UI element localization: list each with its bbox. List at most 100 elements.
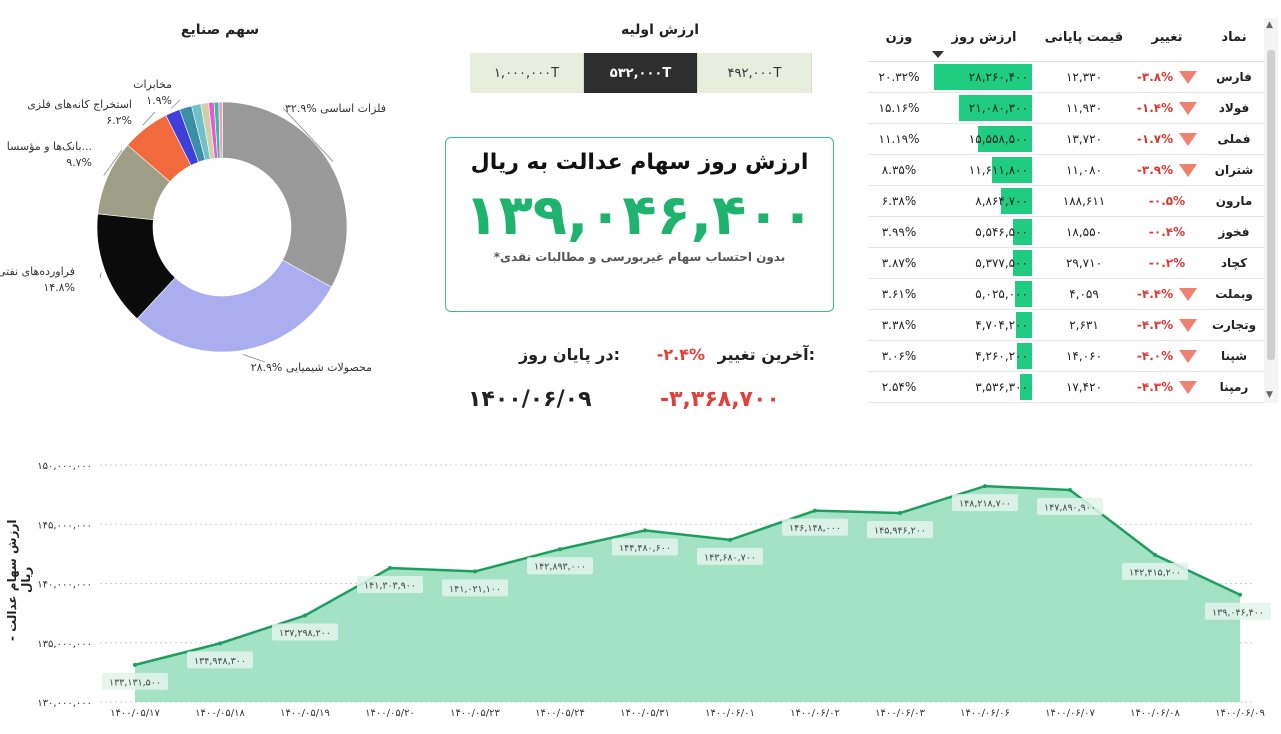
cell-weight: ۲.۵۴% [881,380,917,394]
value-text: ۲۸,۲۶۰,۴۰۰ [968,70,1028,84]
scroll-up-icon[interactable]: ▲ [1266,20,1273,30]
header-symbol[interactable]: نماد [1221,30,1247,45]
data-point[interactable] [643,528,647,533]
data-point[interactable] [983,484,987,489]
data-label: ۱۴۱,۰۲۱,۱۰۰ [449,584,501,595]
header-value[interactable]: ارزش روز [951,30,1017,45]
data-label: ۱۳۴,۹۴۸,۳۰۰ [194,656,246,667]
cell-weight: ۳.۸۷% [881,256,917,270]
initial-value-option-1000000[interactable]: ۱,۰۰۰,۰۰۰T [470,53,584,93]
donut-slice-label: بانک‌ها و مؤسسا... [7,140,92,153]
x-tick-label: ۱۴۰۰/۰۵/۱۸ [195,708,245,719]
value-text: ۵,۵۴۶,۵۰۰ [975,225,1028,239]
scroll-thumb[interactable] [1267,50,1275,360]
cell-value: ۵,۳۷۷,۵۰۰ [932,248,1036,279]
data-label: ۱۴۵,۹۴۶,۲۰۰ [874,526,926,537]
table-row[interactable]: رمپنا -۴.۳% ۱۷,۴۲۰ ۳,۵۳۶,۳۰۰ ۲.۵۴% [868,372,1264,403]
data-point[interactable] [1153,552,1157,557]
sector-share-panel: سهم صنایع ۳۲.۹% فلزات اساسی ۲۸.۹% محصولات… [0,0,440,400]
cell-change: -۴.۰% [1130,349,1204,363]
down-arrow-icon [1179,133,1198,146]
table-row[interactable]: فارس -۳.۸% ۱۲,۳۳۰ ۲۸,۲۶۰,۴۰۰ ۲۰.۳۲% [868,62,1264,93]
holdings-table: نماد تغییر قیمت پایانی ارزش روز وزن فارس… [868,18,1278,403]
data-label-box [952,494,1018,512]
cell-value: ۴,۲۶۰,۲۰۰ [932,341,1036,372]
table-row[interactable]: وتجارت -۴.۳% ۲,۶۳۱ ۴,۷۰۴,۲۰۰ ۳.۳۸% [868,310,1264,341]
table-row[interactable]: شتران -۳.۹% ۱۱,۰۸۰ ۱۱,۶۱۱,۸۰۰ ۸.۳۵% [868,155,1264,186]
cell-weight: ۳.۹۹% [881,225,917,239]
table-row[interactable]: فخوز -۰.۴% ۱۸,۵۵۰ ۵,۵۴۶,۵۰۰ ۳.۹۹% [868,217,1264,248]
data-point[interactable] [728,537,732,542]
table-body: فارس -۳.۸% ۱۲,۳۳۰ ۲۸,۲۶۰,۴۰۰ ۲۰.۳۲% فولاد -۱.۴… [868,62,1264,403]
data-point[interactable] [218,641,222,646]
initial-value-option-532000[interactable]: ۵۳۲,۰۰۰T [584,53,698,93]
header-change[interactable]: تغییر [1151,30,1183,45]
donut-slice[interactable] [218,101,223,159]
x-tick-label: ۱۴۰۰/۰۶/۰۲ [790,708,840,719]
cell-symbol: کچاد [1220,256,1248,270]
value-text: ۱۱,۶۱۱,۸۰۰ [968,163,1028,177]
data-point[interactable] [898,511,902,516]
last-change-row: آخرین تغییر: -۲.۴% در پایان روز: [470,345,815,375]
data-label: ۱۴۷,۸۹۰,۹۰۰ [1044,502,1096,513]
header-price[interactable]: قیمت پایانی [1044,30,1124,45]
table-row[interactable]: فملی -۱.۷% ۱۳,۷۲۰ ۱۵,۵۵۸,۵۰۰ ۱۱.۱۹% [868,124,1264,155]
data-label-box [357,576,423,594]
donut-slice-label: مخابرات [133,78,172,91]
data-point[interactable] [133,662,137,667]
donut-leader-line [103,149,123,176]
data-point[interactable] [388,566,392,571]
value-bar [1019,374,1032,400]
scroll-down-icon[interactable]: ▼ [1266,390,1273,400]
cell-weight: ۸.۳۵% [881,163,917,177]
donut-slice-label: استخراج کانه‌های فلزی [27,98,132,111]
donut-slice[interactable] [222,101,348,288]
cell-symbol: رمپنا [1219,380,1249,394]
value-bar [1001,188,1032,214]
data-point[interactable] [558,547,562,552]
cell-weight: ۲۰.۳۲% [878,70,920,84]
area-fill [135,486,1240,702]
table-scrollbar[interactable]: ▲ ▼ [1264,18,1278,403]
cell-value: ۸,۸۶۴,۷۰۰ [932,186,1036,217]
cell-price: ۱۸,۵۵۰ [1065,225,1103,239]
change-text: -۰.۲% [1148,256,1186,270]
table-row[interactable]: فولاد -۱.۴% ۱۱,۹۳۰ ۲۱,۰۸۰,۳۰۰ ۱۵.۱۶% [868,93,1264,124]
table-row[interactable]: کچاد -۰.۲% ۲۹,۷۱۰ ۵,۳۷۷,۵۰۰ ۳.۸۷% [868,248,1264,279]
donut-slice[interactable] [136,259,333,353]
series-line [134,484,1241,667]
down-arrow-icon [1179,164,1198,177]
cell-weight: ۱۱.۱۹% [878,132,920,146]
y-tick-label: ۱۵۰,۰۰۰,۰۰۰ [37,461,92,472]
value-text: ۳,۵۳۶,۳۰۰ [975,380,1028,394]
change-text: -۰.۵% [1148,194,1186,208]
table-row[interactable]: شپنا -۴.۰% ۱۴,۰۶۰ ۴,۲۶۰,۲۰۰ ۳.۰۶% [868,341,1264,372]
down-arrow-icon [1179,319,1198,332]
table-row[interactable]: مارون -۰.۵% ۱۸۸,۶۱۱ ۸,۸۶۴,۷۰۰ ۶.۳۸% [868,186,1264,217]
last-change-amount: -۳,۳۶۸,۷۰۰ [660,387,780,412]
initial-value-option-492000[interactable]: ۴۹۲,۰۰۰T [698,53,812,93]
current-value-title: ارزش روز سهام عدالت به ریال [470,150,809,175]
data-point[interactable] [1238,592,1242,597]
data-point[interactable] [473,569,477,574]
data-point[interactable] [813,508,817,513]
current-value-card: ارزش روز سهام عدالت به ریال ۱۳۹,۰۴۶,۴۰۰ … [445,137,834,312]
cell-change: -۰.۲% [1130,256,1204,270]
data-point[interactable] [303,613,307,618]
cell-value: ۲۱,۰۸۰,۳۰۰ [932,93,1036,124]
header-weight[interactable]: وزن [885,30,913,45]
cell-price: ۱۲,۳۳۰ [1065,70,1103,84]
data-point[interactable] [1068,487,1072,492]
cell-symbol: فارس [1216,70,1252,84]
x-tick-label: ۱۴۰۰/۰۶/۰۸ [1130,708,1180,719]
down-arrow-icon [1179,71,1198,84]
last-change-label: آخرین تغییر: [717,345,815,364]
down-arrow-icon [1179,381,1198,394]
change-text: -۳.۸% [1136,70,1174,84]
current-value-note: *بدون احتساب سهام غیربورسی و مطالبات نقد… [493,250,786,264]
sort-desc-icon [932,51,944,58]
donut-leader-line [170,99,181,109]
table-row[interactable]: وبملت -۴.۴% ۴,۰۵۹ ۵,۰۲۵,۰۰۰ ۳.۶۱% [868,279,1264,310]
table-header: نماد تغییر قیمت پایانی ارزش روز وزن [868,18,1264,62]
value-text: ۵,۰۲۵,۰۰۰ [975,287,1028,301]
